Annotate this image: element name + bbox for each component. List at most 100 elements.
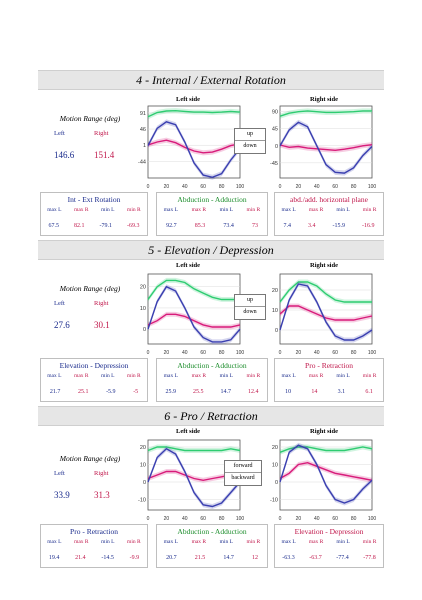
y-tick-label: 20	[140, 285, 146, 291]
hdr-max-l: max L	[47, 373, 62, 379]
series-band	[280, 279, 372, 305]
x-tick-label: 60	[200, 516, 206, 522]
x-tick-label: 60	[332, 350, 338, 356]
val-min-r: 6.1	[365, 389, 373, 395]
x-tick-label: 80	[351, 516, 357, 522]
hdr-max-r: max R	[74, 207, 89, 213]
hdr-max-l: max L	[281, 373, 296, 379]
series-line	[279, 144, 373, 152]
hdr-min-r: min R	[362, 207, 377, 213]
x-tick-label: 20	[296, 516, 302, 522]
val-max-r: 25.5	[193, 389, 204, 395]
table-title: Elevation - Depression	[59, 361, 129, 370]
x-tick-label: 0	[147, 350, 150, 356]
y-tick-label: 45	[272, 127, 278, 133]
legend-top: forward	[225, 461, 261, 473]
val-min-l: -5.9	[106, 389, 116, 395]
series-line	[279, 121, 373, 174]
x-tick-label: 100	[368, 350, 376, 356]
plot-area	[147, 273, 241, 345]
x-tick-label: 40	[182, 184, 188, 190]
val-max-r: 25.1	[77, 389, 89, 395]
motion-range-box: Motion Range (deg) Left Right 27.6 30.1	[42, 284, 138, 348]
val-max-l: 92.7	[166, 223, 177, 229]
x-tick-label: 20	[164, 516, 170, 522]
val-min-r: -69.3	[127, 223, 140, 229]
series-band	[148, 284, 240, 345]
chart-svg: 90 45 0 -45 0 20 40 60 80 100	[270, 105, 376, 190]
val-min-r: -9.9	[129, 555, 140, 561]
right-side-label: Right side	[310, 96, 338, 103]
hdr-min-r: min R	[362, 539, 377, 545]
y-tick-label: -10	[138, 498, 146, 504]
hdr-max-l: max L	[47, 207, 62, 213]
table-header-row: max L max R min L min R	[157, 373, 267, 379]
val-max-l: 20.7	[166, 555, 177, 561]
motion-range-right-label: Right	[94, 130, 109, 137]
table-value-row: 92.7 85.3 73.4 73	[157, 223, 267, 229]
motion-range-right-label: Right	[94, 470, 109, 477]
legend-bottom: down	[243, 309, 257, 315]
val-min-l: 73.4	[223, 223, 234, 229]
left-side-label: Left side	[176, 262, 201, 269]
val-max-r: 21.5	[194, 555, 206, 561]
y-tick-label: 20	[272, 288, 278, 294]
hdr-max-r: max R	[191, 207, 207, 213]
series-line	[279, 283, 373, 341]
val-min-l: 14.7	[223, 555, 234, 561]
table-value-row: -63.3 -63.7 -77.4 -77.8	[275, 555, 383, 561]
val-max-l: 7.4	[283, 223, 292, 229]
series-line	[279, 110, 372, 117]
y-tick-label: 91	[140, 111, 146, 117]
series-line	[279, 305, 373, 321]
y-tick-label: 46	[140, 127, 146, 133]
hdr-min-l: min L	[219, 207, 233, 213]
x-tick-label: 40	[314, 350, 320, 356]
chart-right: 90 45 0 -45 0 20 40 60 80 100	[262, 102, 376, 190]
val-max-l: 10	[285, 389, 292, 395]
val-max-r: 82.1	[74, 223, 85, 229]
x-tick-label: 80	[219, 350, 225, 356]
y-tick-label: 0	[143, 480, 146, 486]
series-line	[147, 279, 240, 301]
hdr-max-l: max L	[163, 539, 178, 545]
table-value-row: 7.4 3.4 -15.9 -16.9	[275, 223, 383, 229]
stats-table: Elevation - Depression max L max R min L mi…	[40, 358, 148, 402]
table-value-row: 67.5 82.1 -79.1 -69.3	[41, 223, 147, 229]
table-header-row: max L max R min L min R	[41, 373, 147, 379]
x-tick-label: 40	[314, 184, 320, 190]
val-max-l: -63.3	[282, 555, 295, 561]
val-max-r: 85.3	[194, 223, 206, 229]
val-min-r: -16.9	[362, 223, 375, 229]
chart-right: 20 10 0 0 20 40 60 80 100	[262, 270, 376, 356]
motion-range-box: Motion Range (deg) Left Right 33.9 31.3	[42, 454, 138, 518]
direction-legend: up down	[234, 128, 266, 154]
hdr-max-l: max L	[47, 539, 62, 545]
plot-area	[279, 273, 373, 345]
table-title: Abduction - Adduction	[177, 527, 247, 536]
x-tick-label: 80	[351, 184, 357, 190]
val-max-l: 19.4	[48, 555, 60, 561]
motion-range-right-value: 151.4	[94, 150, 115, 160]
hdr-max-r: max R	[74, 373, 89, 379]
table-header-row: max L max R min L min R	[41, 539, 147, 545]
x-tick-label: 40	[182, 516, 188, 522]
x-tick-label: 100	[236, 184, 244, 190]
section-rotation: 4 - Internal / External Rotation Motion …	[38, 70, 384, 270]
val-max-l: 67.5	[48, 223, 60, 229]
table-header-row: max L max R min L min R	[275, 207, 383, 213]
y-tick-label: 10	[272, 308, 278, 314]
hdr-min-l: min L	[336, 207, 350, 213]
hdr-min-l: min L	[101, 539, 115, 545]
series-line	[279, 444, 373, 504]
chart-left: 91 46 1 -44 0 20 40 60 80 100	[130, 102, 244, 190]
y-tick-label: 20	[140, 445, 146, 451]
series-line	[147, 285, 241, 343]
motion-range-title: Motion Range (deg)	[59, 114, 121, 123]
x-tick-label: 80	[351, 350, 357, 356]
motion-range-right-value: 31.3	[94, 490, 110, 500]
